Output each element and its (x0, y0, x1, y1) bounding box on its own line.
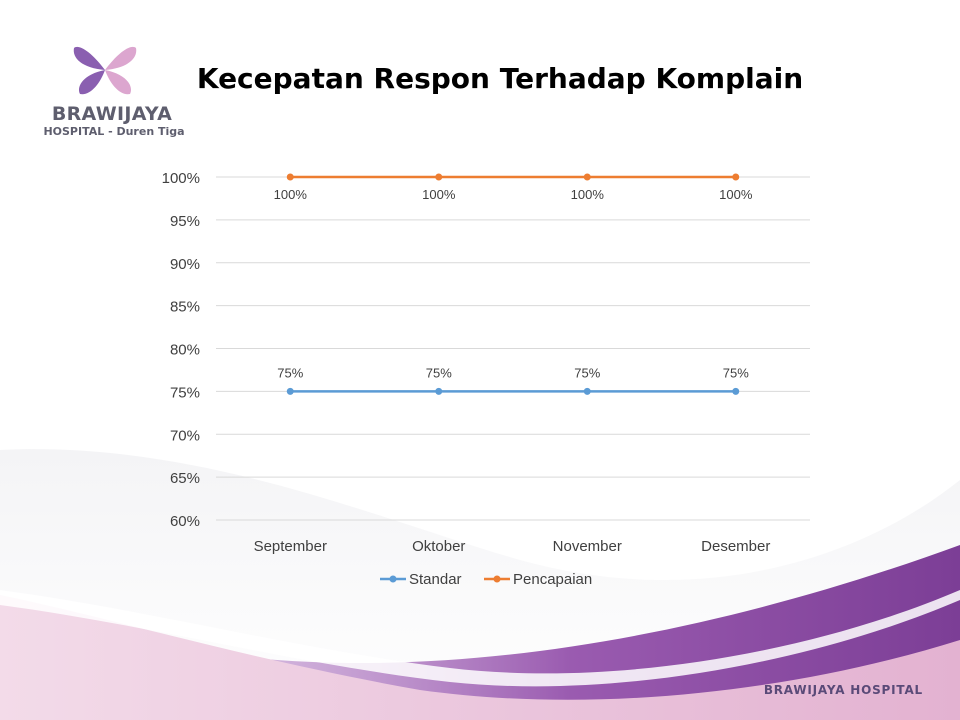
y-tick-label: 95% (170, 213, 200, 230)
legend-marker (389, 575, 397, 583)
logo-right-petal (105, 46, 137, 95)
x-tick-label: Desember (701, 538, 770, 555)
data-label: 75% (574, 365, 600, 380)
x-tick-label: September (254, 538, 327, 555)
legend-label: Standar (409, 571, 462, 588)
y-tick-label: 70% (170, 427, 200, 444)
data-label: 75% (723, 365, 749, 380)
x-tick-label: November (553, 538, 622, 555)
data-label: 100% (719, 187, 753, 202)
legend-label: Pencapaian (513, 571, 592, 588)
logo-left-petal (73, 46, 105, 95)
y-tick-label: 60% (170, 513, 200, 530)
logo-subtitle: HOSPITAL - Duren Tiga (43, 125, 185, 138)
slide-title: Kecepatan Respon Terhadap Komplain (196, 62, 804, 95)
y-tick-label: 85% (170, 299, 200, 316)
y-tick-label: 80% (170, 342, 200, 359)
white-swoosh (0, 590, 960, 687)
y-tick-label: 65% (170, 470, 200, 487)
data-point (286, 387, 294, 395)
data-label: 100% (571, 187, 605, 202)
data-point (435, 173, 443, 181)
data-label: 75% (426, 365, 452, 380)
y-tick-label: 100% (162, 170, 200, 187)
legend-marker (493, 575, 501, 583)
data-point (583, 387, 591, 395)
data-point (732, 173, 740, 181)
logo-name: BRAWIJAYA (51, 103, 173, 125)
y-tick-label: 90% (170, 256, 200, 273)
data-point (732, 387, 740, 395)
purple-wave (180, 545, 960, 720)
x-tick-label: Oktober (412, 538, 465, 555)
butterfly-logo-icon (73, 46, 137, 95)
data-label: 100% (274, 187, 308, 202)
footer-brand: BRAWIJAYA HOSPITAL (763, 683, 923, 697)
hospital-logo: BRAWIJAYA HOSPITAL - Duren Tiga (30, 40, 190, 150)
data-point (286, 173, 294, 181)
pink-wave-left (0, 595, 960, 720)
data-label: 75% (277, 365, 303, 380)
data-point (583, 173, 591, 181)
data-label: 100% (422, 187, 456, 202)
data-point (435, 387, 443, 395)
y-tick-label: 75% (170, 384, 200, 401)
